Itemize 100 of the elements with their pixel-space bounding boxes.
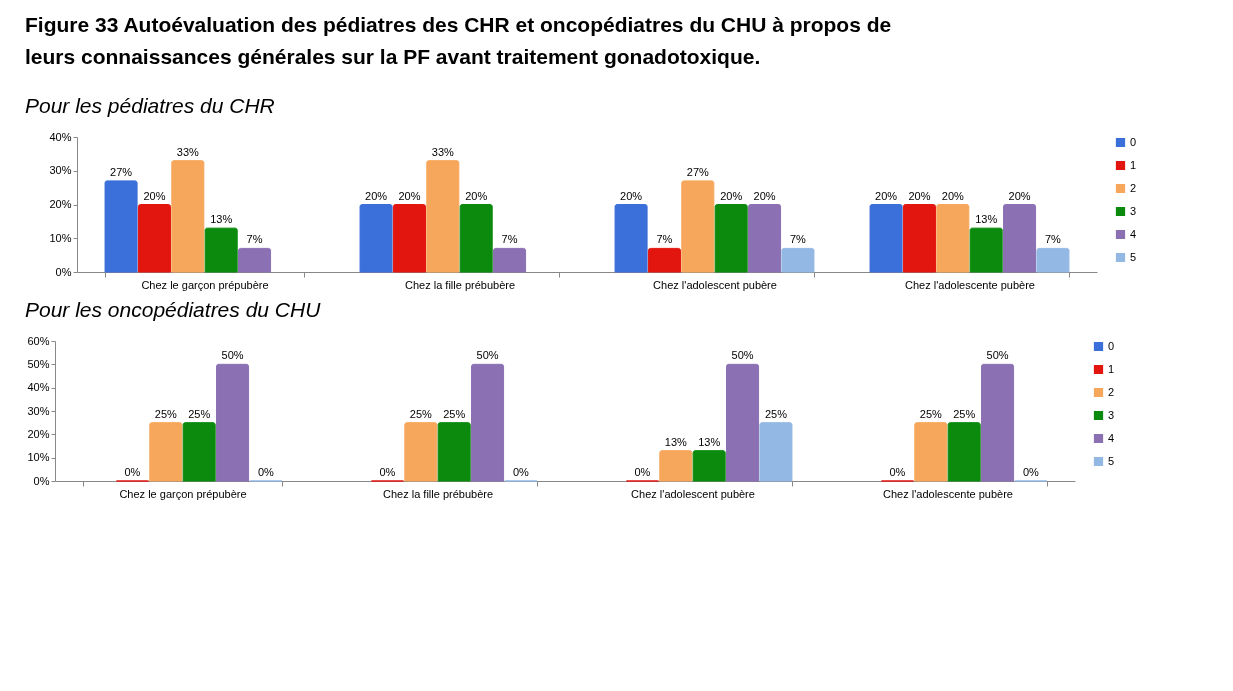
bar <box>137 204 171 273</box>
bar <box>1003 204 1037 273</box>
bar <box>969 227 1003 273</box>
data-label: 33% <box>176 145 200 158</box>
x-tick-label: Chez l'adolescente pubère <box>883 487 1013 500</box>
bar <box>902 204 936 273</box>
bar <box>104 180 138 273</box>
data-label: 7% <box>656 233 673 246</box>
bar <box>1036 247 1070 273</box>
bar <box>947 422 981 482</box>
data-label: 50% <box>476 349 499 362</box>
data-label: 20% <box>941 189 965 202</box>
data-label: 25% <box>764 407 788 420</box>
y-tick-label: 0% <box>33 474 50 487</box>
data-label: 7% <box>246 233 263 246</box>
data-label: 25% <box>154 407 178 420</box>
y-tick-label: 30% <box>49 164 72 177</box>
bar <box>204 227 238 273</box>
y-tick-label: 20% <box>49 198 72 210</box>
bar <box>216 363 250 482</box>
y-tick-label: 0% <box>55 265 72 278</box>
legend-label: 1 <box>1130 158 1137 171</box>
bar <box>914 422 948 482</box>
data-label: 0% <box>1022 466 1040 478</box>
data-label: 0% <box>379 466 396 478</box>
bar <box>392 204 426 273</box>
bar <box>681 180 715 273</box>
x-tick-label: Chez l'adolescent pubère <box>631 487 755 500</box>
bar <box>171 160 205 273</box>
data-label: 20% <box>465 189 488 202</box>
data-label: 20% <box>753 189 776 202</box>
data-label: 50% <box>986 349 1009 362</box>
data-label: 0% <box>889 466 906 478</box>
legend-label: 4 <box>1108 431 1115 444</box>
data-label: 7% <box>1044 233 1062 246</box>
bar <box>659 450 693 482</box>
legend-label: 3 <box>1108 408 1115 421</box>
bar <box>759 422 793 482</box>
y-tick-label: 20% <box>27 427 50 440</box>
data-label: 33% <box>431 145 455 158</box>
bar <box>459 204 493 273</box>
data-label: 25% <box>953 407 976 420</box>
legend-label: 0 <box>1130 135 1137 148</box>
bar <box>936 204 970 273</box>
data-label: 20% <box>398 189 421 202</box>
data-label: 50% <box>221 349 244 362</box>
data-label: 0% <box>124 466 141 478</box>
data-label: 25% <box>919 407 943 420</box>
data-label: 0% <box>257 466 275 478</box>
bar <box>614 204 648 273</box>
data-label: 13% <box>210 213 233 226</box>
x-tick-label: Chez la fille prébubère <box>382 487 494 500</box>
legend-label: 3 <box>1130 204 1137 217</box>
data-label: 20% <box>875 189 898 202</box>
legend-label: 5 <box>1130 250 1137 263</box>
data-label: 7% <box>789 233 807 246</box>
bar <box>404 422 438 482</box>
bar <box>182 422 216 482</box>
bar <box>149 422 183 482</box>
bar <box>714 204 748 273</box>
bar <box>647 247 681 273</box>
data-label: 20% <box>143 189 166 202</box>
data-label: 27% <box>110 165 133 178</box>
bar <box>692 450 726 482</box>
data-label: 20% <box>620 189 643 202</box>
chart-title: Figure 33 Autoévaluation des pédiatres des CHR et oncopédiatres du CHU à propos de leurs connaissances générales sur la PF avant traitement gonadotoxique. <box>25 13 892 68</box>
bar <box>359 204 393 273</box>
x-tick-label: Chez la fille prébubère <box>404 278 516 291</box>
legend-label: 1 <box>1108 362 1115 375</box>
legend-label: 2 <box>1130 181 1137 194</box>
bar <box>437 422 471 482</box>
y-tick-label: 40% <box>49 130 72 143</box>
legend-label: 2 <box>1108 385 1115 398</box>
data-label: 25% <box>409 407 433 420</box>
y-tick-label: 40% <box>27 381 50 394</box>
data-label: 7% <box>501 233 518 246</box>
data-label: 13% <box>698 435 721 448</box>
bar <box>426 160 460 273</box>
x-tick-label: Chez le garçon prépubère <box>119 487 247 500</box>
y-tick-label: 10% <box>27 451 50 464</box>
chart-title: Pour les oncopédiatres du CHU <box>25 298 322 321</box>
legend-label: 0 <box>1108 339 1115 352</box>
bar <box>748 204 782 273</box>
x-tick-label: Chez l'adolescente pubère <box>905 278 1035 291</box>
x-tick-label: Chez le garçon prépubère <box>141 278 269 291</box>
bar <box>493 247 527 273</box>
bar <box>781 247 815 273</box>
y-tick-label: 60% <box>27 334 50 347</box>
y-tick-label: 50% <box>27 357 50 370</box>
data-label: 20% <box>365 189 388 202</box>
data-label: 25% <box>443 407 466 420</box>
data-label: 13% <box>664 435 688 448</box>
data-label: 13% <box>975 213 998 226</box>
bar <box>981 363 1015 482</box>
x-tick-label: Chez l'adolescent pubère <box>653 278 777 291</box>
data-label: 20% <box>1008 189 1031 202</box>
data-label: 50% <box>731 349 754 362</box>
data-label: 20% <box>908 189 931 202</box>
chart-subtitle: Pour les pédiatres du CHR <box>25 94 275 117</box>
y-tick-label: 10% <box>49 231 72 244</box>
